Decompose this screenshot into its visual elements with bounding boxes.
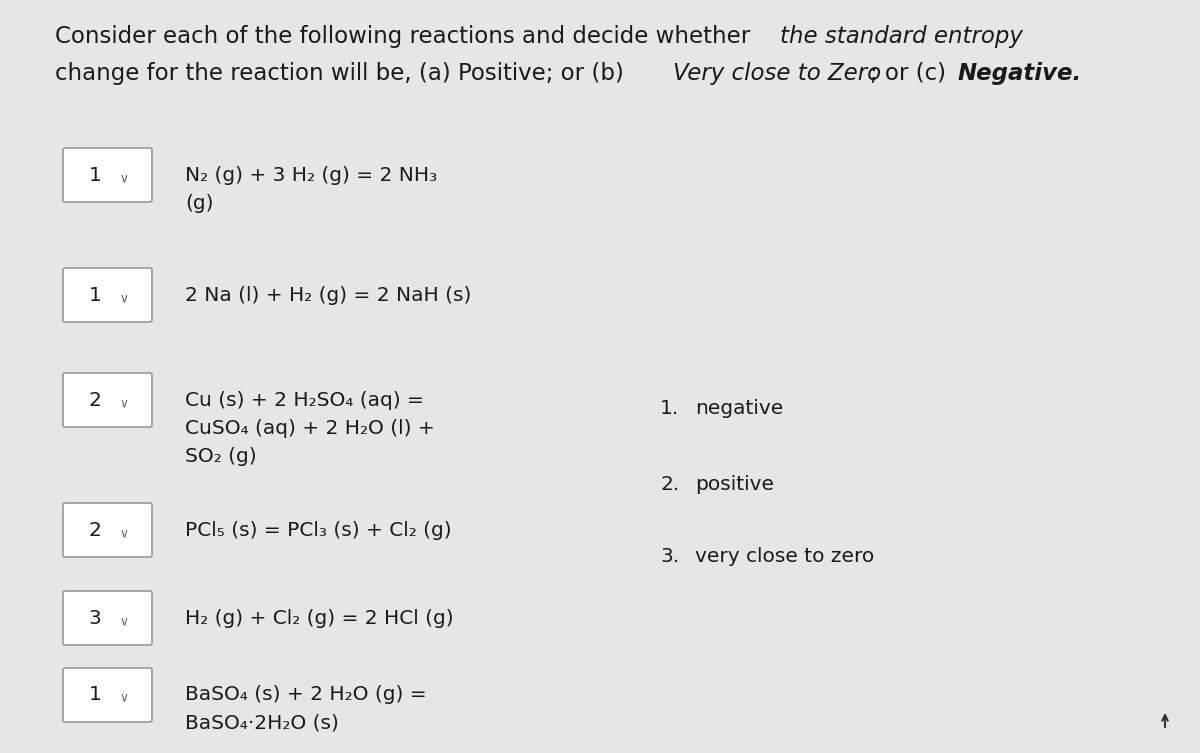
Text: 1: 1 bbox=[89, 685, 102, 705]
Text: 3.: 3. bbox=[660, 547, 679, 566]
Text: negative: negative bbox=[695, 398, 784, 417]
Text: 2.: 2. bbox=[660, 474, 679, 493]
Text: 3: 3 bbox=[89, 608, 102, 627]
Text: change for the reaction will be, (a) Positive; or (b): change for the reaction will be, (a) Pos… bbox=[55, 62, 631, 85]
Text: 2: 2 bbox=[89, 391, 102, 410]
Text: the standard entropy: the standard entropy bbox=[780, 25, 1022, 48]
Text: Cu (s) + 2 H₂SO₄ (aq) =: Cu (s) + 2 H₂SO₄ (aq) = bbox=[185, 391, 424, 410]
Text: very close to zero: very close to zero bbox=[695, 547, 875, 566]
Text: ∧: ∧ bbox=[118, 289, 127, 303]
FancyBboxPatch shape bbox=[64, 668, 152, 722]
FancyBboxPatch shape bbox=[64, 268, 152, 322]
Text: ∧: ∧ bbox=[118, 525, 127, 538]
FancyBboxPatch shape bbox=[64, 148, 152, 202]
Text: 1.: 1. bbox=[660, 398, 679, 417]
Text: CuSO₄ (aq) + 2 H₂O (l) +: CuSO₄ (aq) + 2 H₂O (l) + bbox=[185, 419, 434, 437]
Text: SO₂ (g): SO₂ (g) bbox=[185, 447, 257, 465]
Text: Negative.: Negative. bbox=[958, 62, 1082, 85]
Text: N₂ (g) + 3 H₂ (g) = 2 NH₃: N₂ (g) + 3 H₂ (g) = 2 NH₃ bbox=[185, 166, 437, 184]
Text: 2: 2 bbox=[89, 520, 102, 539]
Text: ∧: ∧ bbox=[118, 169, 127, 182]
Text: PCl₅ (s) = PCl₃ (s) + Cl₂ (g): PCl₅ (s) = PCl₃ (s) + Cl₂ (g) bbox=[185, 520, 451, 539]
Text: H₂ (g) + Cl₂ (g) = 2 HCl (g): H₂ (g) + Cl₂ (g) = 2 HCl (g) bbox=[185, 608, 454, 627]
FancyBboxPatch shape bbox=[64, 591, 152, 645]
Text: Very close to Zero: Very close to Zero bbox=[673, 62, 881, 85]
Text: positive: positive bbox=[695, 474, 774, 493]
Text: 1: 1 bbox=[89, 285, 102, 304]
Text: (g): (g) bbox=[185, 194, 214, 212]
Text: 2 Na (l) + H₂ (g) = 2 NaH (s): 2 Na (l) + H₂ (g) = 2 NaH (s) bbox=[185, 285, 472, 304]
Text: BaSO₄·2H₂O (s): BaSO₄·2H₂O (s) bbox=[185, 714, 338, 733]
Text: 1: 1 bbox=[89, 166, 102, 184]
Text: ∧: ∧ bbox=[118, 612, 127, 626]
Text: BaSO₄ (s) + 2 H₂O (g) =: BaSO₄ (s) + 2 H₂O (g) = bbox=[185, 685, 427, 705]
Text: ; or (c): ; or (c) bbox=[870, 62, 953, 85]
FancyBboxPatch shape bbox=[64, 503, 152, 557]
FancyBboxPatch shape bbox=[64, 373, 152, 427]
Text: ∧: ∧ bbox=[118, 395, 127, 407]
Text: Consider each of the following reactions and decide whether: Consider each of the following reactions… bbox=[55, 25, 757, 48]
Text: ∧: ∧ bbox=[118, 690, 127, 703]
